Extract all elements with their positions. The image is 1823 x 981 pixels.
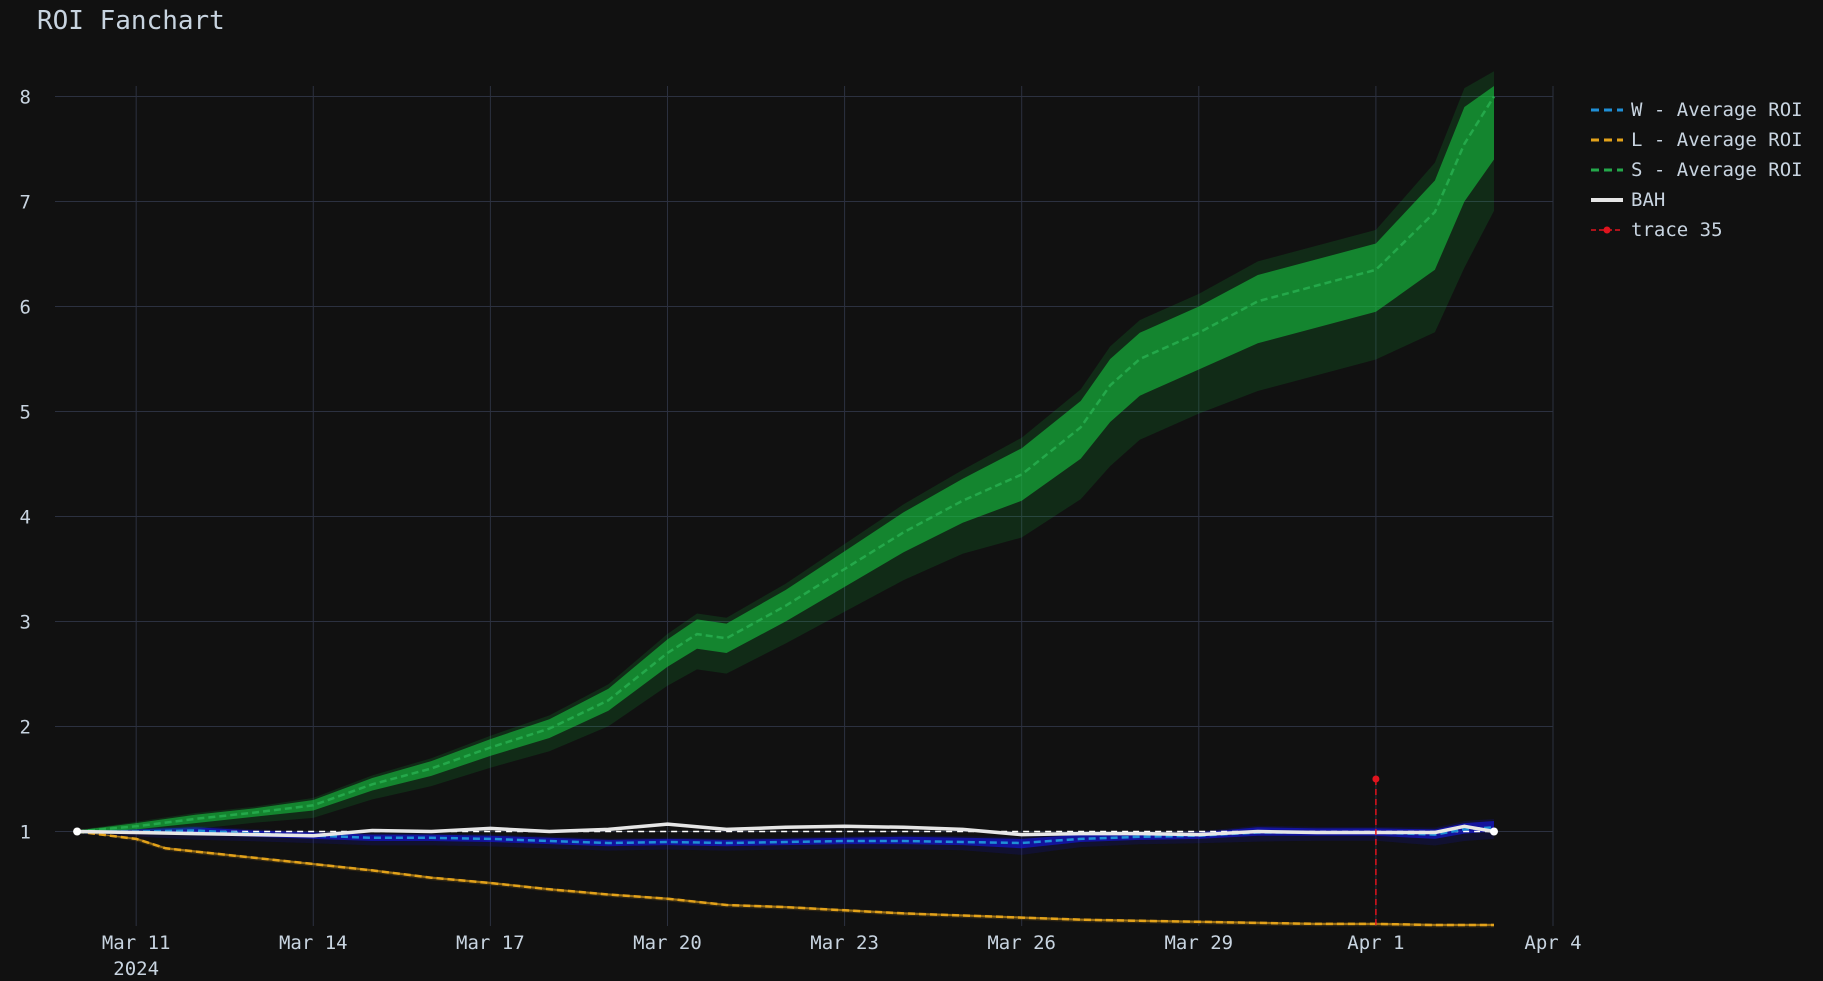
trace-35-marker [1372, 775, 1380, 783]
line-layer [73, 95, 1498, 927]
y-tick-label: 5 [20, 402, 31, 424]
x-tick-label: Mar 17 [456, 932, 525, 954]
x-tick-label: Mar 14 [279, 932, 348, 954]
legend-label-l-average-roi: L - Average ROI [1631, 129, 1803, 151]
s-average-roi-line [76, 95, 1496, 833]
l-average-roi-line [76, 830, 1494, 927]
legend: W - Average ROI L - Average ROI S - Averag… [1591, 99, 1803, 241]
l-average-roi-band [77, 831, 1495, 926]
x-tick-label: Mar 23 [810, 932, 879, 954]
s-average-roi-band [77, 86, 1495, 833]
legend-label-s-average-roi: S - Average ROI [1631, 159, 1803, 181]
x-tick-label: Mar 20 [633, 932, 702, 954]
s-average-roi-outer-band [77, 71, 1495, 835]
legend-label-w-average-roi: W - Average ROI [1631, 99, 1803, 121]
y-tick-label: 3 [20, 612, 31, 634]
band-layer [77, 71, 1495, 928]
x-tick-label: Apr 1 [1347, 932, 1404, 954]
y-tick-label: 2 [20, 717, 31, 739]
legend-marker-trace-35 [1603, 226, 1611, 234]
y-tick-label: 8 [20, 87, 31, 109]
bah-start-point [73, 827, 82, 836]
y-tick-label: 7 [20, 192, 31, 214]
axis-layer: 1 2 3 4 5 6 7 8 Mar 11 2024 Mar 14 Mar 17 Mar 20 Mar … [20, 87, 1582, 981]
y-tick-label: 6 [20, 297, 31, 319]
x-tick-sublabel: 2024 [113, 958, 159, 980]
y-tick-label: 1 [20, 822, 31, 844]
l-average-roi-outer-band [77, 831, 1495, 928]
y-tick-label: 4 [20, 507, 31, 529]
grid-layer [55, 86, 1554, 926]
bah-line [77, 822, 1495, 838]
legend-label-trace-35: trace 35 [1631, 219, 1723, 241]
x-tick-label: Mar 29 [1164, 932, 1233, 954]
legend-label-bah: BAH [1631, 189, 1665, 211]
x-tick-label: Mar 11 [102, 932, 171, 954]
chart-title: ROI Fanchart [37, 6, 225, 36]
bah-end-point [1489, 827, 1498, 836]
x-tick-label: Mar 26 [987, 932, 1056, 954]
x-tick-label: Apr 4 [1524, 932, 1581, 954]
